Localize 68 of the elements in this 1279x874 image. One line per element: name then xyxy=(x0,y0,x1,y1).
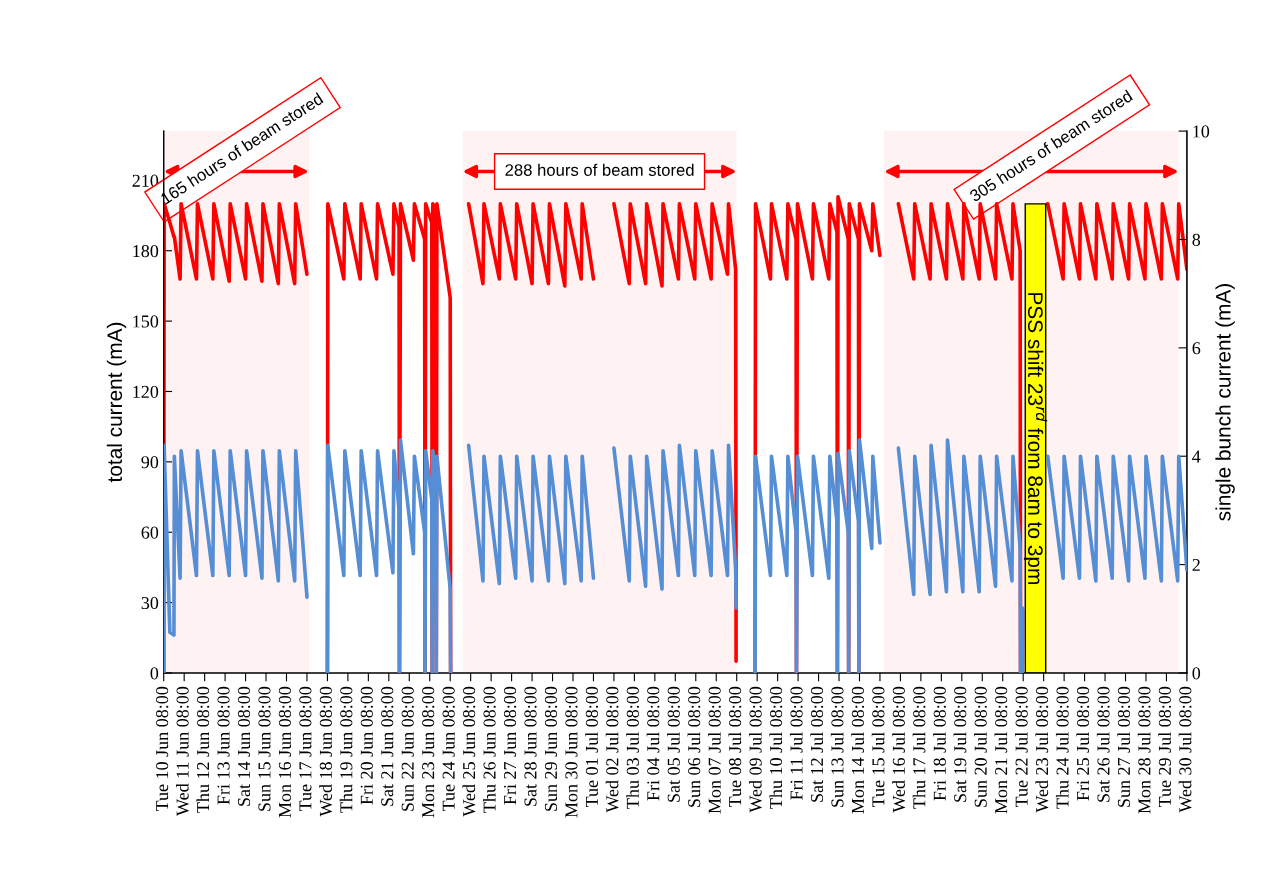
x-tick-label: Sun 20 Jul 08:00 xyxy=(974,686,987,807)
x-tick-label: Thu 24 Jul 08:00 xyxy=(1055,686,1069,809)
y-tick-label: 180 xyxy=(133,244,159,258)
x-tick-label: Mon 30 Jun 08:00 xyxy=(565,686,578,818)
y2-tick-label: 6 xyxy=(1192,342,1201,355)
x-tick-label: Wed 25 Jun 08:00 xyxy=(462,686,476,817)
x-tick-label: Thu 19 Jun 08:00 xyxy=(339,686,353,813)
x-tick-label: Mon 14 Jul 08:00 xyxy=(851,686,865,814)
x-tick-label: Sat 21 Jun 08:00 xyxy=(381,686,394,806)
x-tick-label: Wed 30 Jul 08:00 xyxy=(1178,686,1192,813)
x-tick-label: Wed 16 Jul 08:00 xyxy=(892,686,906,813)
x-tick-label: Thu 17 Jul 08:00 xyxy=(912,686,926,809)
x-tick-label: Wed 18 Jun 08:00 xyxy=(319,686,333,817)
x-tick-label: Fri 27 Jun 08:00 xyxy=(503,686,517,805)
y-axis-title: total current (mA) xyxy=(106,322,127,483)
x-tick-label: Fri 04 Jul 08:00 xyxy=(646,686,660,801)
y2-tick-label: 10 xyxy=(1193,125,1210,138)
y2-tick-label: 2 xyxy=(1192,558,1200,571)
x-tick-label: Tue 24 Jun 08:00 xyxy=(442,686,455,812)
x-tick-label: Thu 03 Jul 08:00 xyxy=(626,686,639,809)
x-tick-label: Mon 16 Jun 08:00 xyxy=(278,686,292,818)
x-tick-label: Sat 19 Jul 08:00 xyxy=(953,686,967,802)
x-tick-label: Wed 09 Jul 08:00 xyxy=(748,686,762,813)
x-tick-label: Sat 05 Jul 08:00 xyxy=(667,686,680,802)
x-tick-label: Mon 07 Jul 08:00 xyxy=(708,686,721,814)
x-tick-label: Wed 02 Jul 08:00 xyxy=(605,686,619,813)
x-tick-label: Sun 15 Jun 08:00 xyxy=(258,686,271,811)
y-tick-label: 60 xyxy=(141,526,159,539)
x-tick-label: Fri 18 Jul 08:00 xyxy=(933,686,946,801)
x-tick-label: Wed 23 Jul 08:00 xyxy=(1035,686,1049,813)
y-tick-label: 90 xyxy=(141,456,159,469)
x-tick-label: Thu 10 Jul 08:00 xyxy=(769,686,783,809)
x-tick-label: Mon 23 Jun 08:00 xyxy=(422,686,435,818)
y-tick-label: 120 xyxy=(133,385,159,398)
x-tick-label: Thu 12 Jun 08:00 xyxy=(196,686,210,813)
x-tick-label: Mon 21 Jul 08:00 xyxy=(994,686,1008,814)
x-tick-label: Fri 25 Jul 08:00 xyxy=(1076,686,1090,801)
x-tick-label: Sat 26 Jul 08:00 xyxy=(1096,686,1110,802)
x-tick-label: Sun 29 Jun 08:00 xyxy=(544,686,558,811)
band-label: 288 hours of beam stored xyxy=(505,163,694,176)
x-tick-label: Tue 29 Jul 08:00 xyxy=(1158,686,1172,808)
x-tick-label: Mon 28 Jul 08:00 xyxy=(1137,686,1151,814)
x-tick-label: Tue 22 Jul 08:00 xyxy=(1015,686,1028,808)
x-tick-label: Tue 08 Jul 08:00 xyxy=(728,686,742,808)
x-tick-label: Fri 11 Jul 08:00 xyxy=(789,686,803,800)
x-tick-label: Sun 27 Jul 08:00 xyxy=(1117,686,1131,807)
y2-tick-label: 0 xyxy=(1192,667,1201,680)
band-label: PSS shift 23$^{rd}$ from 8am to 3pm xyxy=(1023,293,1048,584)
y-tick-label: 0 xyxy=(150,667,159,680)
x-tick-label: Thu 26 Jun 08:00 xyxy=(482,686,496,813)
x-tick-label: Sun 13 Jul 08:00 xyxy=(830,686,844,807)
y-tick-label: 150 xyxy=(133,315,159,328)
x-tick-label: Tue 01 Jul 08:00 xyxy=(585,686,599,808)
x-tick-label: Sun 22 Jun 08:00 xyxy=(401,686,414,811)
y2-axis-title: single bunch current (mA) xyxy=(1215,284,1235,521)
x-tick-label: Sun 06 Jul 08:00 xyxy=(687,686,701,807)
x-tick-label: Fri 13 Jun 08:00 xyxy=(217,686,230,805)
x-tick-label: Tue 17 Jun 08:00 xyxy=(299,686,312,812)
y2-tick-label: 4 xyxy=(1192,450,1201,463)
x-tick-label: Tue 15 Jul 08:00 xyxy=(871,686,885,808)
x-tick-label: Wed 11 Jun 08:00 xyxy=(175,686,189,816)
y2-tick-label: 8 xyxy=(1192,233,1201,246)
x-tick-label: Sat 28 Jun 08:00 xyxy=(524,686,537,806)
x-tick-label: Tue 10 Jun 08:00 xyxy=(156,686,169,812)
x-tick-label: Sat 14 Jun 08:00 xyxy=(237,686,251,806)
x-tick-label: Fri 20 Jun 08:00 xyxy=(360,686,373,805)
x-tick-label: Sat 12 Jul 08:00 xyxy=(810,686,824,802)
y-tick-label: 30 xyxy=(141,596,159,610)
